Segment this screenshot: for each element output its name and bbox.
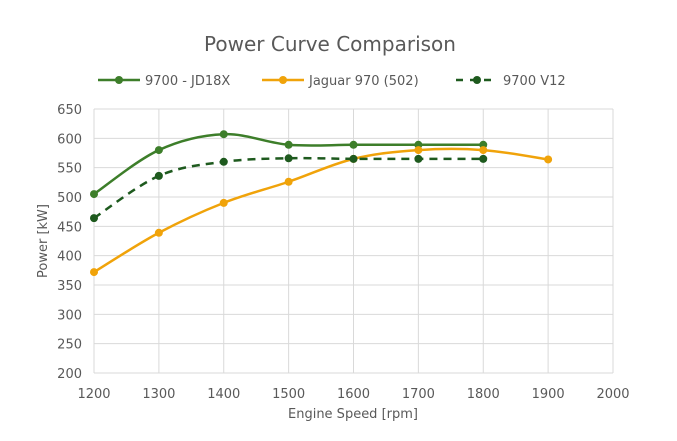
legend: 9700 - JD18X Jaguar 970 (502) 9700 V12 [98,74,566,89]
y-tick-label: 600 [57,132,82,147]
data-point [154,146,163,155]
y-tick-label: 250 [57,338,82,353]
data-point [90,190,98,199]
x-tick-label: 1300 [142,387,175,402]
data-point [219,130,228,139]
data-point [414,146,423,155]
y-tick-label: 200 [57,367,82,382]
data-point [284,177,293,186]
x-tick-label: 2000 [596,387,629,402]
legend-label: 9700 - JD18X [145,74,230,89]
data-point [349,154,358,163]
chart-title: Power Curve Comparison [204,32,456,56]
x-axis-label: Engine Speed [rpm] [288,407,418,422]
y-tick-label: 500 [57,191,82,206]
x-tick-label: 1200 [77,387,110,402]
x-tick-label: 1800 [467,387,500,402]
data-point [414,154,423,163]
legend-item: 9700 - JD18X [98,74,230,89]
y-axis-label: Power [kW] [36,204,51,278]
y-tick-label: 650 [57,103,82,118]
x-tick-label: 1400 [207,387,240,402]
y-tick-label: 350 [57,279,82,294]
data-point [219,157,228,166]
series-line [93,147,549,274]
y-tick-label: 400 [57,250,82,265]
data-point [284,140,293,149]
x-tick-label: 1600 [337,387,370,402]
legend-label: 9700 V12 [503,74,566,89]
legend-item: 9700 V12 [456,74,566,89]
x-tick-labels: 1200 1300 1400 1500 1600 1700 1800 1900 2000 [77,387,629,402]
legend-marker [279,76,287,84]
legend-marker [473,76,481,84]
data-point [154,171,163,180]
data-point [479,146,488,155]
data-point [90,268,98,277]
series-0 [90,130,488,199]
series-group [90,130,553,277]
data-point [154,228,163,237]
data-point [479,154,488,163]
y-tick-label: 450 [57,220,82,235]
x-tick-label: 1500 [272,387,305,402]
x-tick-label: 1900 [532,387,565,402]
legend-item: Jaguar 970 (502) [262,74,419,89]
y-tick-labels: 200 250 300 350 400 450 500 550 600 650 [57,103,82,382]
series-2 [90,154,488,223]
data-point [284,154,293,163]
data-point [349,140,358,149]
data-point [90,214,98,223]
y-tick-label: 300 [57,308,82,323]
x-tick-label: 1700 [402,387,435,402]
legend-marker [115,76,123,84]
data-point [544,155,553,164]
y-tick-label: 550 [57,162,82,177]
data-point [219,198,228,207]
legend-label: Jaguar 970 (502) [308,74,419,89]
